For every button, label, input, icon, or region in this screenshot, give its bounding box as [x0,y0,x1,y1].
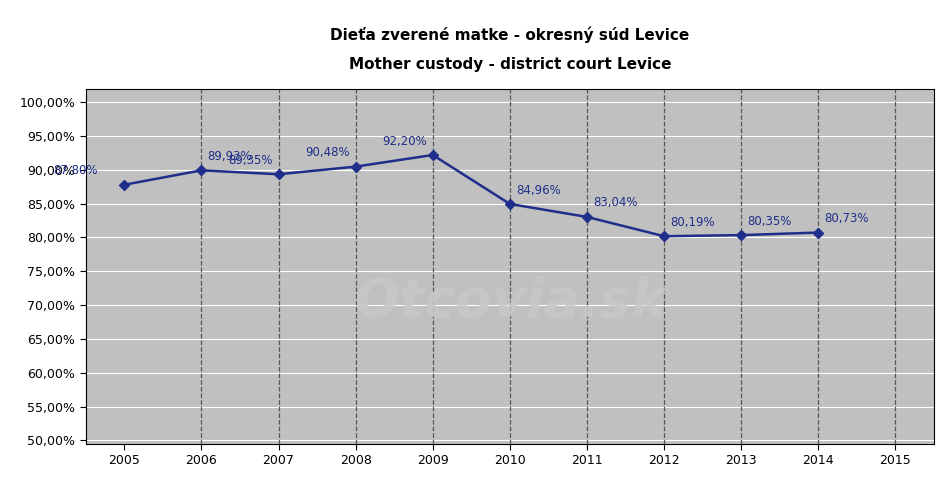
Text: Dieťa zverené matke - okresný súd Levice: Dieťa zverené matke - okresný súd Levice [330,26,688,43]
Text: Mother custody - district court Levice: Mother custody - district court Levice [348,57,670,71]
Text: 92,20%: 92,20% [382,135,426,147]
Text: 90,48%: 90,48% [305,146,349,159]
Text: 87,80%: 87,80% [52,164,97,177]
Text: 89,35%: 89,35% [228,154,272,167]
Text: 80,19%: 80,19% [669,216,714,229]
Text: Otcovia.sk: Otcovia.sk [353,276,665,328]
Text: 80,35%: 80,35% [746,214,791,228]
Text: 83,04%: 83,04% [592,197,637,210]
Text: 80,73%: 80,73% [823,212,868,225]
Text: 89,93%: 89,93% [208,150,252,163]
Text: 84,96%: 84,96% [515,183,560,197]
